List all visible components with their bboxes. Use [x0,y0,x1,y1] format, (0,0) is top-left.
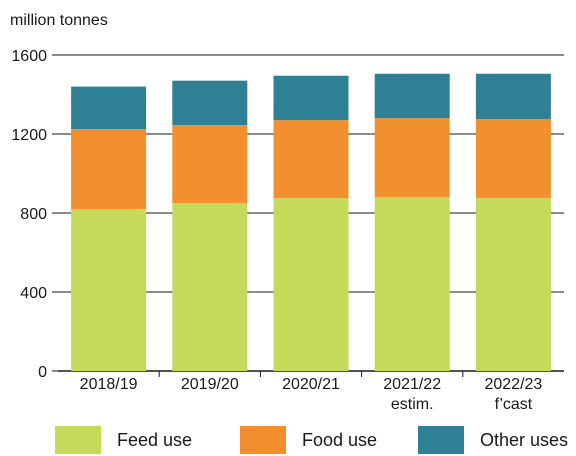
x-tick-label: 2022/23 [484,376,542,393]
y-tick-label: 1600 [11,48,47,65]
bar-segment [71,86,147,130]
y-tick-label: 0 [38,364,47,381]
legend-label-food-use: Food use [302,429,378,450]
bar-segment [374,73,450,119]
bar-segment [475,198,551,371]
y-axis-unit-label: million tonnes [10,12,108,29]
legend-item-food-use: Food use [240,425,377,455]
y-tick-label: 800 [20,206,47,223]
legend-label-feed-use: Feed use [117,429,193,450]
y-tick-label: 1200 [11,127,47,144]
legend-swatch-other-uses [418,426,464,454]
bar-segment [172,203,248,371]
x-tick-sublabel: f’cast [495,396,533,413]
legend-swatch-feed-use [55,426,101,454]
bar-segment [273,75,349,121]
x-tick-label: 2020/21 [282,376,340,393]
bars [71,73,551,371]
bar-segment [374,197,450,371]
y-tick-label: 400 [20,285,47,302]
bar-segment [273,120,349,199]
legend-label-other-uses: Other uses [480,429,569,450]
legend-swatch-food-use [240,426,286,454]
x-axis-ticks: 2018/19 2019/20 2020/21 2021/22 estim. 2022/2… [80,371,542,413]
stacked-bar-chart: 0 400 800 1200 1600 2018/19 2019/20 2020/21 202… [11,48,564,413]
bar-segment [172,125,248,204]
bar-segment [475,119,551,199]
legend-item-other-uses: Other uses [418,425,568,455]
y-axis-ticks: 0 400 800 1200 1600 [11,48,58,381]
x-tick-label: 2018/19 [80,376,138,393]
bar-segment [475,73,551,120]
bar-segment [273,198,349,371]
bar-segment [71,129,147,210]
legend-item-feed-use: Feed use [55,425,192,455]
bar-segment [374,118,450,198]
x-tick-label: 2021/22 [383,376,441,393]
x-tick-label: 2019/20 [181,376,239,393]
bar-segment [71,209,147,371]
x-tick-sublabel: estim. [391,396,434,413]
bar-segment [172,80,248,126]
